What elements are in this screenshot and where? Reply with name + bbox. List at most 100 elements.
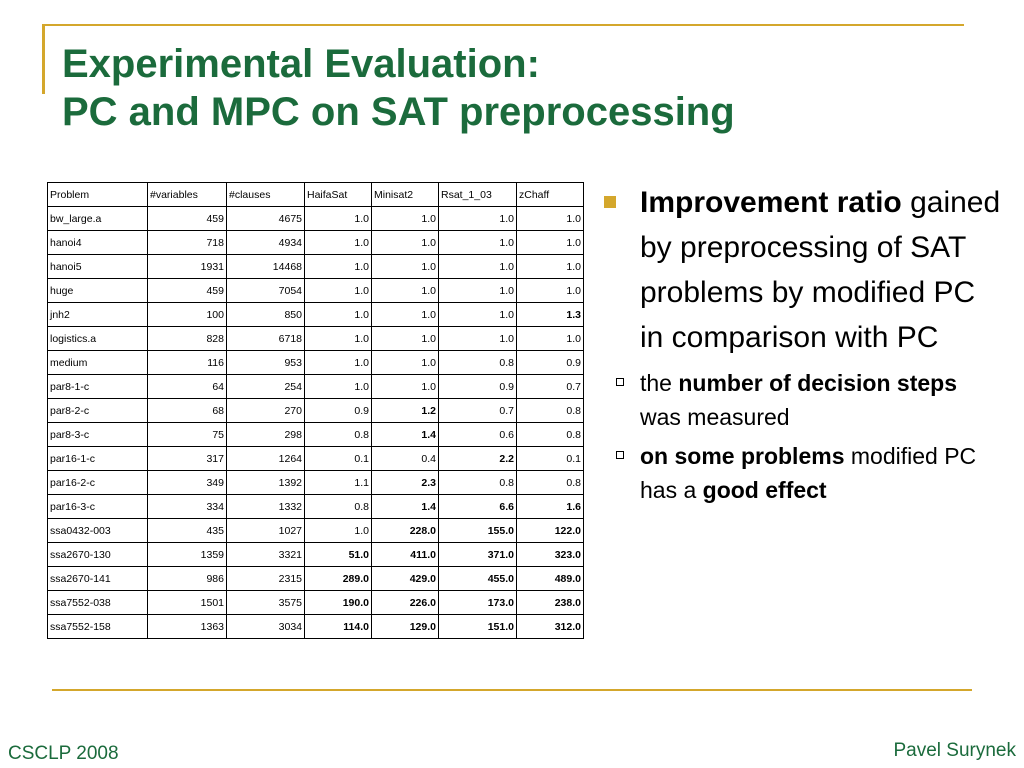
- table-cell: 1.0: [438, 254, 517, 279]
- table-row: ssa7552-158 1363 3034 114.0 129.0 151.0 312.0: [47, 614, 584, 639]
- square-bullet-icon: [604, 196, 616, 208]
- table-cell: 298: [226, 422, 305, 447]
- table-cell: 1.0: [516, 230, 584, 255]
- table-cell: 0.8: [516, 470, 584, 495]
- table-cell: 371.0: [438, 542, 517, 567]
- table-cell: 986: [147, 566, 227, 591]
- column-header: #clauses: [226, 182, 305, 207]
- problem-name-cell: bw_large.a: [47, 206, 148, 231]
- table-cell: 51.0: [304, 542, 372, 567]
- table-cell: 312.0: [516, 614, 584, 639]
- table-cell: 323.0: [516, 542, 584, 567]
- table-cell: 459: [147, 206, 227, 231]
- table-row: hanoi4 718 4934 1.0 1.0 1.0 1.0: [47, 230, 584, 255]
- table-cell: 1363: [147, 614, 227, 639]
- table-cell: 0.8: [516, 398, 584, 423]
- table-cell: 1.0: [371, 374, 439, 399]
- problem-name-cell: par8-3-c: [47, 422, 148, 447]
- table-cell: 1.4: [371, 494, 439, 519]
- table-cell: 1.0: [516, 326, 584, 351]
- table-cell: 270: [226, 398, 305, 423]
- table-row: par16-3-c 334 1332 0.8 1.4 6.6 1.6: [47, 494, 584, 519]
- top-accent-rule: [42, 24, 964, 26]
- table-cell: 129.0: [371, 614, 439, 639]
- table-cell: 2315: [226, 566, 305, 591]
- table-cell: 2.2: [438, 446, 517, 471]
- table-cell: 3034: [226, 614, 305, 639]
- table-row: huge 459 7054 1.0 1.0 1.0 1.0: [47, 278, 584, 303]
- table-cell: 1.2: [371, 398, 439, 423]
- problem-name-cell: ssa2670-130: [47, 542, 148, 567]
- table-row: par8-2-c 68 270 0.9 1.2 0.7 0.8: [47, 398, 584, 423]
- column-header: Rsat_1_03: [438, 182, 517, 207]
- table-cell: 116: [147, 350, 227, 375]
- table-cell: 75: [147, 422, 227, 447]
- top-left-accent-rule: [42, 24, 45, 94]
- table-cell: 1264: [226, 446, 305, 471]
- sub-bullet-list: the number of decision steps was measure…: [604, 366, 1004, 507]
- hollow-square-bullet-icon: [616, 378, 624, 386]
- table-cell: 1.0: [371, 302, 439, 327]
- table-cell: 411.0: [371, 542, 439, 567]
- table-cell: 1501: [147, 590, 227, 615]
- table-cell: 1.3: [516, 302, 584, 327]
- table-cell: 289.0: [304, 566, 372, 591]
- table-cell: 190.0: [304, 590, 372, 615]
- table-cell: 0.9: [304, 398, 372, 423]
- table-row: bw_large.a 459 4675 1.0 1.0 1.0 1.0: [47, 206, 584, 231]
- table-cell: 334: [147, 494, 227, 519]
- table-cell: 1.0: [371, 326, 439, 351]
- table-cell: 0.4: [371, 446, 439, 471]
- table-cell: 1.0: [438, 326, 517, 351]
- sub-bullet-text: the: [640, 370, 679, 396]
- column-header: zChaff: [516, 182, 584, 207]
- table-cell: 0.1: [516, 446, 584, 471]
- problem-name-cell: par16-2-c: [47, 470, 148, 495]
- table-cell: 7054: [226, 278, 305, 303]
- table-cell: 953: [226, 350, 305, 375]
- main-bullet-text: gained by preprocessing of SAT problems …: [640, 186, 1001, 354]
- problem-name-cell: par16-3-c: [47, 494, 148, 519]
- bullet-list: Improvement ratio gained by preprocessin…: [604, 180, 1004, 512]
- table-cell: 100: [147, 302, 227, 327]
- problem-name-cell: ssa7552-038: [47, 590, 148, 615]
- table-cell: 1.0: [516, 206, 584, 231]
- problem-name-cell: par16-1-c: [47, 446, 148, 471]
- table-cell: 1.0: [371, 278, 439, 303]
- table-cell: 1.0: [516, 278, 584, 303]
- table-cell: 1392: [226, 470, 305, 495]
- table-cell: 1332: [226, 494, 305, 519]
- table-cell: 1.0: [304, 206, 372, 231]
- table-cell: 0.8: [516, 422, 584, 447]
- column-header: #variables: [147, 182, 227, 207]
- table-cell: 1.0: [304, 350, 372, 375]
- table-header-row: Problem #variables #clauses HaifaSat Min…: [47, 182, 584, 207]
- footer-author: Pavel Surynek: [893, 740, 1016, 761]
- problem-name-cell: ssa7552-158: [47, 614, 148, 639]
- table-body: bw_large.a 459 4675 1.0 1.0 1.0 1.0 hanoi4 718 49…: [47, 206, 584, 639]
- problem-name-cell: huge: [47, 278, 148, 303]
- table-cell: 1.0: [304, 518, 372, 543]
- sub-bullet-decision-steps: the number of decision steps was measure…: [604, 366, 1004, 434]
- table-cell: 1.0: [304, 230, 372, 255]
- table-cell: 455.0: [438, 566, 517, 591]
- problem-name-cell: hanoi5: [47, 254, 148, 279]
- table-cell: 459: [147, 278, 227, 303]
- table-cell: 1.4: [371, 422, 439, 447]
- table-cell: 1.0: [438, 278, 517, 303]
- table-cell: 1931: [147, 254, 227, 279]
- problem-name-cell: par8-1-c: [47, 374, 148, 399]
- table-row: par8-3-c 75 298 0.8 1.4 0.6 0.8: [47, 422, 584, 447]
- table-cell: 68: [147, 398, 227, 423]
- table-cell: 1.0: [304, 326, 372, 351]
- table-row: hanoi5 1931 14468 1.0 1.0 1.0 1.0: [47, 254, 584, 279]
- slide-title: Experimental Evaluation: PC and MPC on S…: [62, 40, 735, 136]
- table-cell: 226.0: [371, 590, 439, 615]
- table-cell: 238.0: [516, 590, 584, 615]
- table-cell: 0.6: [438, 422, 517, 447]
- table-cell: 3575: [226, 590, 305, 615]
- table-cell: 64: [147, 374, 227, 399]
- hollow-square-bullet-icon: [616, 451, 624, 459]
- table-cell: 0.1: [304, 446, 372, 471]
- table-cell: 3321: [226, 542, 305, 567]
